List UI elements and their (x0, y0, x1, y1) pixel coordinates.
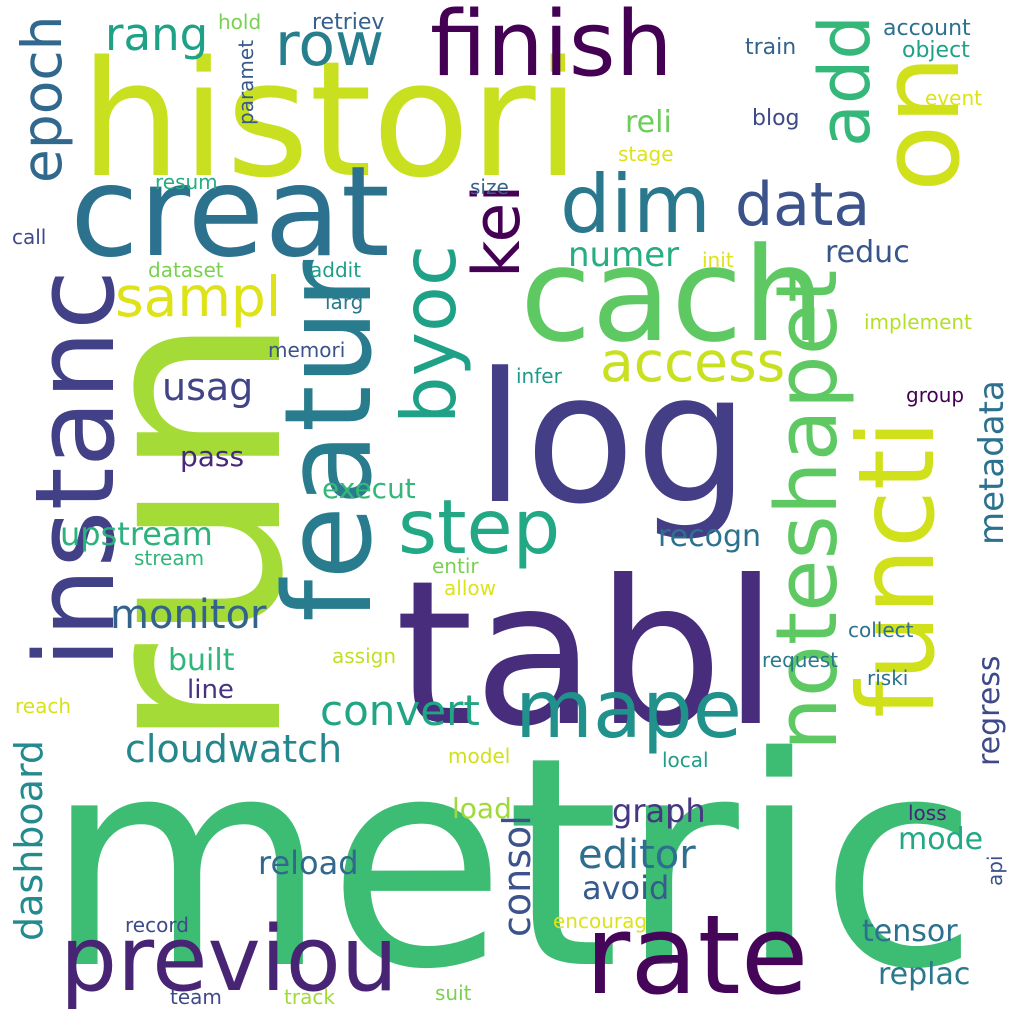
word-cach: cach (520, 219, 826, 371)
word-memori: memori (268, 338, 346, 362)
word-model: model (448, 744, 511, 768)
word-api: api (983, 855, 1007, 886)
word-load: load (452, 792, 512, 825)
word-rate: rate (585, 891, 809, 1019)
word-stream: stream (134, 546, 205, 570)
word-rang: rang (105, 8, 209, 61)
word-assign: assign (332, 644, 397, 668)
word-histori: histori (80, 26, 581, 213)
word-mape: mape (515, 663, 742, 756)
word-numer: numer (568, 235, 680, 275)
word-kei: kei (460, 185, 535, 279)
word-reli: reli (625, 105, 672, 140)
word-hold: hold (218, 10, 262, 34)
word-regress: regress (972, 655, 1007, 766)
word-track: track (284, 985, 335, 1009)
word-reach: reach (15, 694, 72, 718)
word-reduc: reduc (825, 235, 910, 270)
word-mode: mode (898, 822, 984, 857)
word-resum: resum (155, 170, 218, 194)
word-featur: featur (260, 260, 399, 623)
word-usag: usag (162, 365, 254, 409)
word-account: account (883, 16, 971, 41)
word-previou: previou (60, 907, 398, 1012)
word-collect: collect (848, 618, 914, 642)
word-dim: dim (560, 158, 711, 251)
word-byoc: byoc (385, 245, 473, 425)
word-finish: finish (430, 0, 673, 97)
word-entir: entir (432, 554, 479, 578)
word-cloudwatch: cloudwatch (125, 727, 343, 771)
word-suit: suit (435, 981, 472, 1005)
word-data: data (735, 170, 871, 240)
word-stage: stage (618, 142, 674, 166)
word-riski: riski (867, 666, 909, 690)
word-monitor: monitor (110, 592, 267, 638)
word-access: access (600, 330, 786, 394)
word-pass: pass (180, 440, 245, 473)
word-request: request (762, 648, 839, 672)
word-implement: implement (864, 310, 972, 334)
word-reload: reload (258, 844, 359, 882)
word-addit: addit (310, 258, 362, 282)
word-graph: graph (612, 792, 706, 830)
word-editor: editor (578, 832, 696, 878)
word-recogn: recogn (658, 519, 762, 554)
word-object: object (902, 38, 970, 63)
word-upstream: upstream (60, 515, 213, 553)
word-execut: execut (322, 472, 416, 505)
word-line: line (187, 675, 234, 705)
word-size: size (470, 175, 509, 199)
word-creat: creat (70, 140, 390, 285)
word-retriev: retriev (312, 10, 385, 35)
word-allow: allow (444, 576, 496, 600)
word-tabl: tabl (395, 538, 779, 771)
word-epoch: epoch (10, 15, 74, 183)
word-metadata: metadata (972, 380, 1012, 545)
word-team: team (170, 985, 222, 1009)
word-avoid: avoid (582, 869, 670, 907)
word-init: init (702, 248, 734, 272)
word-infer: infer (516, 364, 562, 388)
word-dataset: dataset (148, 258, 224, 282)
word-event: event (925, 86, 982, 110)
word-metric: metric (45, 696, 979, 1019)
word-local: local (662, 748, 709, 772)
word-loss: loss (908, 801, 947, 825)
word-call: call (12, 225, 47, 249)
word-larg: larg (325, 290, 364, 314)
word-built: built (168, 643, 235, 678)
word-convert: convert (320, 686, 480, 735)
word-group: group (906, 383, 965, 407)
word-blog: blog (752, 106, 800, 131)
word-replac: replac (878, 957, 971, 992)
word-consol: consol (495, 815, 539, 937)
word-train: train (745, 35, 797, 60)
word-dashboard: dashboard (7, 740, 51, 942)
word-paramet: paramet (234, 40, 258, 126)
word-log: log (475, 335, 750, 544)
word-add: add (804, 15, 886, 147)
word-encourag: encourag (553, 909, 648, 933)
word-sampl: sampl (115, 265, 282, 329)
word-tensor: tensor (862, 914, 958, 949)
word-step: step (398, 483, 561, 571)
word-row: row (275, 10, 385, 80)
word-record: record (125, 913, 189, 937)
